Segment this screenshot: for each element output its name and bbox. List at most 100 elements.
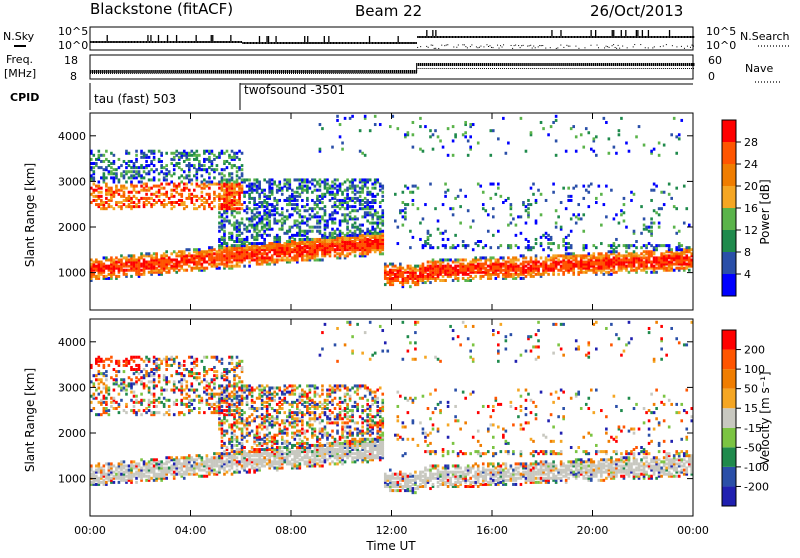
nsky-mark — [613, 36, 614, 38]
nave-mark — [211, 73, 212, 74]
power-cell — [266, 252, 269, 255]
power-cell — [138, 205, 141, 208]
power-cell — [311, 230, 314, 233]
freq-mark — [685, 63, 687, 66]
power-cell — [170, 201, 173, 204]
power-cell — [133, 170, 136, 173]
nsearch-mark — [542, 45, 543, 46]
power-cell — [414, 281, 417, 284]
nsky-mark — [499, 36, 500, 38]
power-cell — [324, 178, 327, 181]
freq-mark — [317, 70, 319, 73]
power-cell — [283, 199, 286, 202]
power-cell — [356, 185, 359, 188]
power-cell — [550, 242, 553, 245]
nsky-mark — [336, 42, 337, 44]
nsky-mark — [624, 36, 625, 38]
freq-mark — [241, 70, 243, 73]
nsky-mark — [284, 42, 285, 44]
power-cell — [125, 269, 128, 272]
freq-mark — [448, 63, 450, 66]
power-cell — [165, 152, 168, 155]
power-cell — [185, 197, 188, 200]
power-cell — [140, 150, 143, 153]
power-cell — [379, 228, 382, 231]
power-cell — [331, 217, 334, 220]
power-cell — [557, 254, 560, 257]
power-cell — [253, 189, 256, 192]
power-cell — [236, 174, 239, 177]
nsky-mark — [544, 36, 545, 38]
nsky-spike — [307, 36, 308, 42]
freq-mark — [102, 70, 104, 73]
power-cell — [253, 197, 256, 200]
power-cell — [552, 183, 555, 186]
nsky-mark — [497, 36, 498, 38]
power-cell — [381, 252, 384, 255]
freq-mark — [180, 70, 182, 73]
power-cell — [525, 265, 528, 268]
power-cell — [158, 158, 161, 161]
nsky-mark — [586, 36, 587, 38]
freq-mark — [426, 63, 428, 66]
power-cell — [487, 230, 490, 233]
power-cell — [457, 269, 460, 272]
nsky-mark — [137, 41, 138, 43]
power-cell — [444, 191, 447, 194]
power-cell — [414, 185, 417, 188]
nsky-mark — [101, 41, 102, 43]
nsky-mark — [263, 42, 264, 44]
power-cell — [560, 261, 563, 264]
power-cell — [650, 230, 653, 233]
freq-mark — [255, 70, 257, 73]
nave-mark — [512, 68, 513, 69]
nave-mark — [603, 68, 604, 69]
power-cell — [351, 191, 354, 194]
noise-tick-left-high: 10^5 — [58, 25, 88, 38]
nave-mark — [430, 68, 431, 69]
power-cell — [356, 242, 359, 245]
power-cell — [482, 203, 485, 206]
power-cell — [457, 258, 460, 261]
nave-mark — [339, 73, 340, 74]
nave-mark — [299, 73, 300, 74]
power-cell — [625, 250, 628, 253]
power-cell — [256, 178, 259, 181]
nsearch-mark — [462, 44, 463, 45]
power-cell — [299, 178, 302, 181]
power-cell — [341, 183, 344, 186]
nave-mark — [146, 73, 147, 74]
nave-mark — [566, 68, 567, 69]
nave-mark — [132, 73, 133, 74]
power-cell — [288, 258, 291, 261]
power-cell — [577, 217, 580, 220]
nsky-mark — [92, 41, 93, 43]
freq-mark — [176, 70, 178, 73]
power-cell — [402, 267, 405, 270]
power-cell — [577, 261, 580, 264]
nave-mark — [377, 73, 378, 74]
freq-mark — [536, 63, 538, 66]
power-cell — [510, 222, 513, 225]
nsearch-mark — [465, 46, 466, 47]
nsky-mark — [384, 42, 385, 44]
nave-mark — [454, 68, 455, 69]
nsky-mark — [441, 36, 442, 38]
freq-mark — [625, 63, 627, 66]
nsky-mark — [312, 42, 313, 44]
power-cell — [424, 240, 427, 243]
nave-mark — [345, 73, 346, 74]
nsky-mark — [658, 36, 659, 38]
power-cell — [645, 256, 648, 259]
nsky-mark — [330, 42, 331, 44]
nsky-mark — [206, 41, 207, 43]
power-cell — [211, 160, 214, 163]
nsky-mark — [244, 42, 245, 44]
nsky-mark — [266, 42, 267, 44]
nave-mark — [558, 68, 559, 69]
freq-mark — [520, 63, 522, 66]
nsky-mark — [404, 42, 405, 44]
nsearch-mark — [453, 46, 454, 47]
nsky-mark — [171, 41, 172, 43]
freq-mark — [621, 63, 623, 66]
